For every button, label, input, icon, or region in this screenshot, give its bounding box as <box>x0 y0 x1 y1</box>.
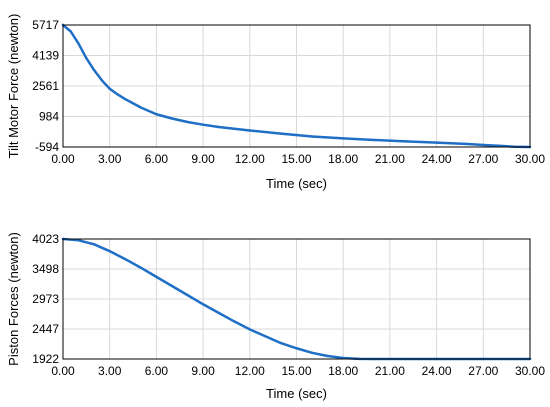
data-point <box>92 243 96 246</box>
data-point <box>124 257 127 261</box>
data-point <box>310 135 314 138</box>
y-tick-label: 3498 <box>32 262 59 276</box>
x-tick-label: 18.00 <box>328 152 358 166</box>
data-point <box>279 341 283 345</box>
data-point <box>404 140 407 143</box>
x-tick-label: 3.00 <box>98 152 122 166</box>
x-tick-label: 3.00 <box>98 364 122 378</box>
data-point <box>116 93 119 96</box>
y-tick-label: 2973 <box>32 292 59 306</box>
data-point <box>124 97 127 101</box>
data-point <box>108 87 111 90</box>
data-point <box>435 141 438 144</box>
data-point <box>170 117 174 120</box>
data-point <box>77 42 80 45</box>
x-tick-label: 15.00 <box>281 364 311 378</box>
x-tick-label: 24.00 <box>422 364 452 378</box>
x-tick-label: 12.00 <box>235 152 265 166</box>
x-axis-label: Time (sec) <box>266 386 327 401</box>
x-tick-label: 9.00 <box>191 364 215 378</box>
y-axis-label: Piston Forces (newton) <box>6 232 21 366</box>
y-tick-label: -594 <box>35 140 59 154</box>
data-point <box>264 335 267 338</box>
data-point <box>497 144 501 147</box>
data-point <box>310 351 314 355</box>
data-point <box>139 266 143 269</box>
y-tick-label: 4139 <box>32 49 59 63</box>
data-point <box>92 68 96 72</box>
x-tick-label: 30.00 <box>515 152 545 166</box>
y-tick-label: 2447 <box>32 322 59 336</box>
data-point <box>155 113 158 116</box>
y-tick-label: 2561 <box>32 79 59 93</box>
data-point <box>85 56 88 60</box>
data-point <box>155 275 158 279</box>
data-point <box>217 311 220 315</box>
data-point <box>100 79 104 82</box>
data-point <box>279 132 283 135</box>
x-tick-label: 0.00 <box>51 152 75 166</box>
y-tick-label: 984 <box>39 109 59 123</box>
data-point <box>466 142 469 146</box>
plot-frame <box>62 24 531 148</box>
y-axis-label: Tilt Motor Force (newton) <box>6 14 21 159</box>
plot-frame <box>62 238 531 360</box>
x-axis-label: Time (sec) <box>266 176 327 191</box>
data-point <box>373 138 376 142</box>
data-point <box>248 129 251 132</box>
data-point <box>217 125 220 129</box>
data-point <box>295 347 298 350</box>
x-tick-label: 12.00 <box>235 364 265 378</box>
x-tick-label: 27.00 <box>468 152 498 166</box>
x-tick-label: 6.00 <box>145 152 169 166</box>
data-point <box>201 123 205 126</box>
x-tick-label: 30.00 <box>515 364 545 378</box>
data-point <box>326 354 329 358</box>
data-point <box>139 106 143 109</box>
data-point <box>233 320 236 323</box>
data-point <box>201 303 205 306</box>
y-tick-label: 1922 <box>32 352 59 366</box>
data-point <box>69 30 72 33</box>
data-point <box>186 293 189 297</box>
y-tick-label: 4023 <box>32 232 59 246</box>
x-tick-label: 15.00 <box>281 152 311 166</box>
x-tick-label: 0.00 <box>51 364 75 378</box>
chart-2: 0.00 3.00 6.00 9.00 12.00 15.00 18.00 21.00 24.0… <box>6 232 545 401</box>
y-tick-label: 5717 <box>32 18 59 32</box>
data-point <box>482 143 485 147</box>
data-point <box>186 120 189 124</box>
x-tick-label: 6.00 <box>145 364 169 378</box>
data-point <box>77 239 80 242</box>
data-point <box>170 284 174 288</box>
x-tick-label: 9.00 <box>191 152 215 166</box>
data-point <box>108 249 111 253</box>
x-tick-label: 18.00 <box>328 364 358 378</box>
chart-1: 0.00 3.00 6.00 9.00 12.00 15.00 18.00 21.00 24.0… <box>6 14 545 191</box>
data-point <box>342 137 345 140</box>
x-tick-label: 21.00 <box>375 364 405 378</box>
x-tick-label: 27.00 <box>468 364 498 378</box>
x-tick-label: 24.00 <box>422 152 452 166</box>
x-tick-label: 21.00 <box>375 152 405 166</box>
data-point <box>248 328 251 331</box>
